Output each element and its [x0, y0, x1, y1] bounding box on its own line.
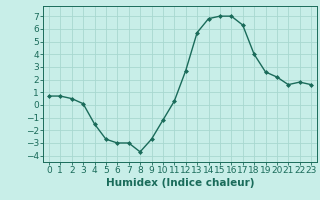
X-axis label: Humidex (Indice chaleur): Humidex (Indice chaleur): [106, 178, 254, 188]
